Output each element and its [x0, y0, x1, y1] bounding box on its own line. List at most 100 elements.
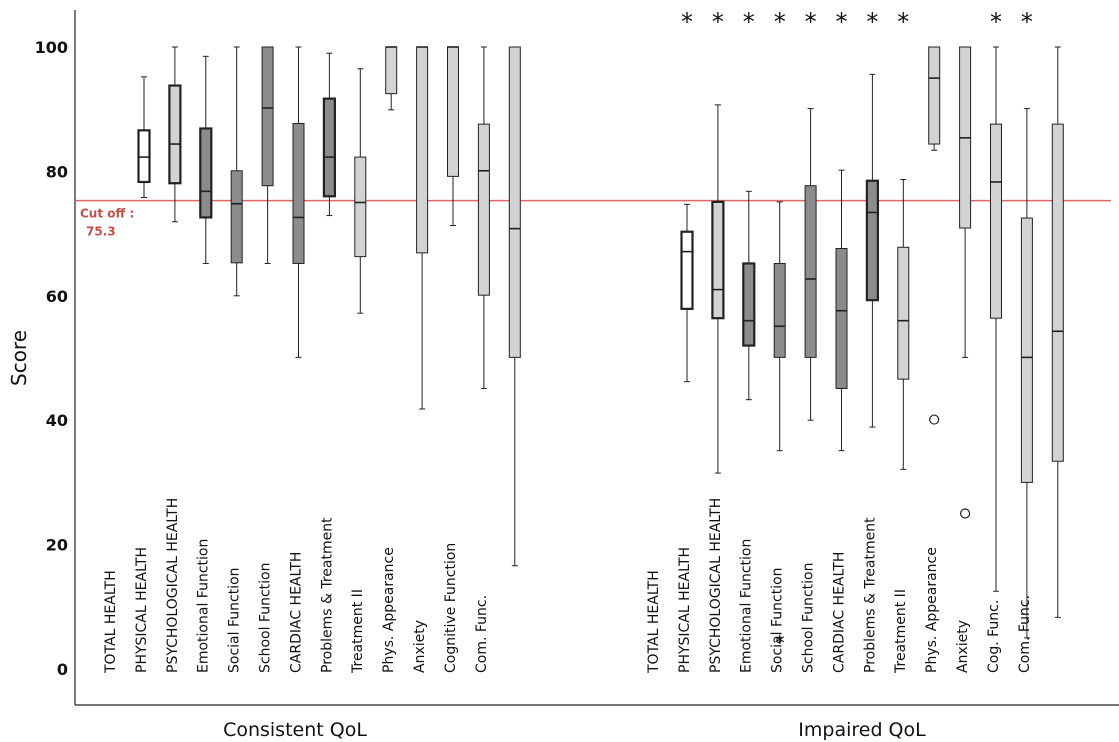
- box: [168, 46, 182, 223]
- category-label: CARDIAC HEALTH: [831, 552, 847, 673]
- box: [1051, 46, 1064, 618]
- group-label: Consistent QoL: [223, 719, 367, 741]
- box-rect: [1051, 123, 1064, 462]
- box-rect: [773, 262, 786, 358]
- category-label: Phys. Appearance: [381, 547, 397, 673]
- category-label: Com. Func.: [1017, 595, 1033, 673]
- y-tick-label: 100: [35, 38, 68, 57]
- box-rect: [742, 262, 756, 347]
- outlier-point: [929, 414, 940, 425]
- box: [865, 73, 880, 428]
- box: [137, 76, 151, 199]
- box: [199, 55, 213, 264]
- y-tick-label: 20: [46, 536, 68, 555]
- category-label: TOTAL HEALTH: [103, 570, 119, 674]
- box-rect: [168, 84, 182, 185]
- box: [230, 46, 243, 297]
- box: [742, 190, 756, 401]
- box-rect: [508, 46, 521, 358]
- box-rect: [897, 246, 910, 380]
- significance-marker: *: [743, 8, 755, 36]
- category-label: Problems & Treatment: [319, 517, 335, 673]
- box-rect: [354, 156, 367, 258]
- category-label: Com. Func.: [474, 595, 490, 673]
- significance-marker: *: [897, 8, 909, 36]
- box-rect: [680, 230, 694, 310]
- category-label: Treatment II: [350, 589, 366, 674]
- box: [508, 46, 521, 567]
- box: [835, 169, 848, 452]
- category-label: Social Function: [227, 567, 243, 673]
- category-label: Cognitive Function: [443, 543, 459, 673]
- box: [1020, 108, 1033, 639]
- y-tick-label: 0: [57, 660, 68, 679]
- category-label: CARDIAC HEALTH: [288, 552, 304, 673]
- box: [354, 68, 367, 314]
- category-label: Anxiety: [955, 620, 971, 673]
- box: [680, 203, 694, 383]
- box: [261, 46, 274, 264]
- category-label: Emotional Function: [739, 539, 755, 673]
- axes: 0 20 40 60 80 100 Score: [7, 10, 1119, 706]
- category-label: School Function: [801, 563, 817, 673]
- box-rect: [1020, 217, 1033, 483]
- box-rect: [835, 248, 848, 389]
- box-rect: [865, 179, 880, 302]
- boxes-layer: *: [137, 46, 1064, 655]
- significance-marker: *: [805, 8, 817, 36]
- labels-layer: Consistent QoL TOTAL HEALTH PHYSICAL HEALT…: [103, 8, 1033, 741]
- box-rect: [322, 97, 336, 198]
- box: [959, 46, 972, 519]
- box-rect: [261, 46, 274, 187]
- significance-marker: *: [1021, 8, 1033, 36]
- category-label: Problems & Treatment: [862, 517, 878, 673]
- box-rect: [137, 129, 151, 184]
- box: [711, 104, 725, 474]
- box-rect: [292, 123, 305, 264]
- significance-marker: *: [712, 8, 724, 36]
- box-rect: [416, 46, 429, 254]
- box: [990, 46, 1002, 592]
- box-rect: [230, 170, 243, 264]
- y-tick-label: 60: [46, 287, 68, 306]
- category-label: Cog. Func.: [986, 600, 1002, 673]
- category-label: Treatment II: [893, 589, 909, 674]
- category-label: PHYSICAL HEALTH: [134, 547, 150, 673]
- group-label: Impaired QoL: [798, 719, 926, 741]
- cutoff-layer: Cut off : 75.3: [75, 199, 1111, 239]
- outlier-point: *: [775, 631, 785, 655]
- box: [322, 52, 336, 217]
- box: [477, 46, 490, 389]
- box: [804, 108, 817, 421]
- significance-marker: *: [836, 8, 848, 36]
- y-axis-title: Score: [7, 330, 31, 386]
- category-label: Anxiety: [412, 620, 428, 673]
- significance-marker: *: [681, 8, 693, 36]
- category-label: PHYSICAL HEALTH: [677, 547, 693, 673]
- box: [897, 178, 910, 470]
- category-label: PSYCHOLOGICAL HEALTH: [708, 498, 724, 673]
- box-rect: [804, 185, 817, 358]
- box-rect: [928, 46, 941, 145]
- box-rect: [711, 200, 725, 320]
- significance-marker: *: [774, 8, 786, 36]
- box-rect: [990, 123, 1002, 319]
- box: [416, 46, 429, 410]
- box-rect: [385, 46, 398, 95]
- box: [385, 46, 398, 111]
- box: [447, 46, 459, 227]
- box-rect: [199, 127, 213, 219]
- significance-marker: *: [866, 8, 878, 36]
- box: [292, 46, 305, 358]
- y-tick-label: 40: [46, 411, 68, 430]
- box: *: [773, 201, 786, 655]
- box-rect: [477, 123, 490, 296]
- category-label: Social Function: [770, 567, 786, 673]
- category-label: TOTAL HEALTH: [646, 570, 662, 674]
- y-tick-label: 80: [46, 162, 68, 181]
- category-label: Phys. Appearance: [924, 547, 940, 673]
- cutoff-value: 75.3: [86, 225, 116, 239]
- category-label: PSYCHOLOGICAL HEALTH: [165, 498, 181, 673]
- box-rect: [447, 46, 459, 177]
